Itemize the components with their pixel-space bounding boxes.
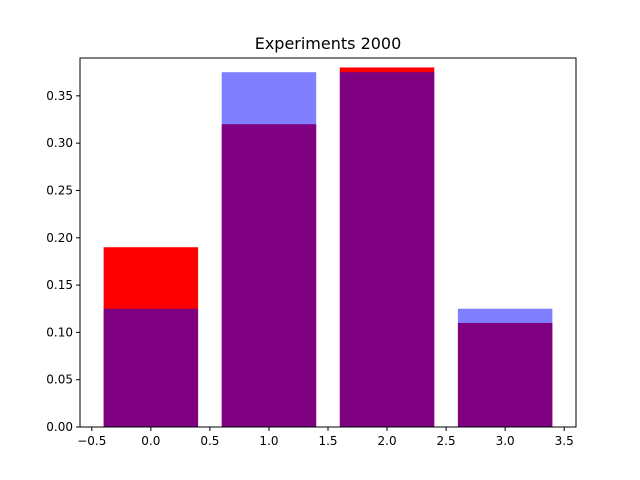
y-tick-label: 0.30 bbox=[46, 136, 73, 150]
x-tick-label: 0.5 bbox=[200, 434, 219, 448]
x-tick-label: 0.0 bbox=[141, 434, 160, 448]
bar-series-1-x0 bbox=[103, 308, 199, 427]
x-tick-label: 3.5 bbox=[555, 434, 574, 448]
y-tick-label: 0.05 bbox=[46, 373, 73, 387]
y-tick-label: 0.00 bbox=[46, 420, 73, 434]
bar-series-1-x3 bbox=[457, 308, 553, 427]
y-tick-label: 0.15 bbox=[46, 278, 73, 292]
y-tick-label: 0.20 bbox=[46, 231, 73, 245]
chart-title: Experiments 2000 bbox=[255, 34, 402, 53]
x-tick-label: 2.0 bbox=[378, 434, 397, 448]
y-axis-ticks: 0.00 0.05 0.10 0.15 0.20 0.25 0.30 0.35 bbox=[46, 89, 80, 434]
bar-series-1-x1 bbox=[221, 72, 317, 427]
x-axis-ticks: −0.5 0.0 0.5 1.0 1.5 2.0 2.5 3.0 3.5 bbox=[77, 427, 574, 448]
y-tick-label: 0.10 bbox=[46, 325, 73, 339]
bars-layer bbox=[103, 67, 553, 427]
y-tick-label: 0.35 bbox=[46, 89, 73, 103]
x-tick-label: 1.0 bbox=[259, 434, 278, 448]
x-tick-label: −0.5 bbox=[77, 434, 106, 448]
x-tick-label: 2.5 bbox=[437, 434, 456, 448]
y-tick-label: 0.25 bbox=[46, 183, 73, 197]
bar-series-1-x2 bbox=[339, 72, 435, 427]
x-tick-label: 3.0 bbox=[496, 434, 515, 448]
x-tick-label: 1.5 bbox=[318, 434, 337, 448]
